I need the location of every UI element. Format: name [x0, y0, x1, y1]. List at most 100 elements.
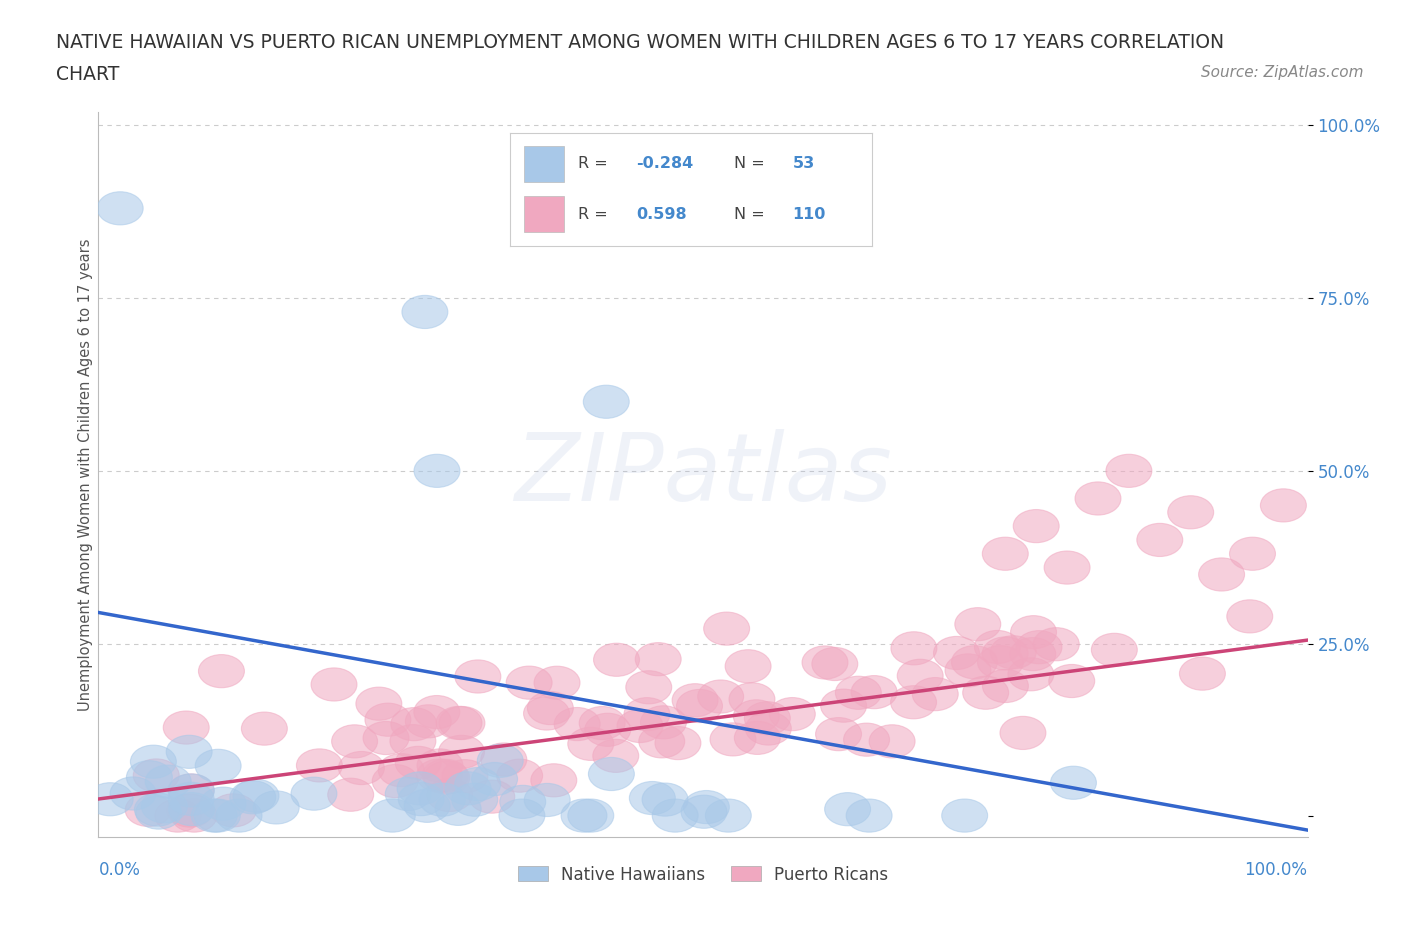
Ellipse shape — [195, 750, 240, 782]
Ellipse shape — [655, 726, 702, 760]
Ellipse shape — [672, 684, 718, 717]
Ellipse shape — [385, 777, 432, 811]
Ellipse shape — [145, 765, 191, 798]
Ellipse shape — [593, 644, 640, 676]
Ellipse shape — [200, 787, 246, 820]
Ellipse shape — [744, 701, 790, 735]
Ellipse shape — [1199, 558, 1244, 591]
Ellipse shape — [499, 785, 546, 818]
Ellipse shape — [1091, 633, 1137, 667]
Ellipse shape — [419, 783, 465, 817]
Ellipse shape — [446, 772, 491, 805]
Legend: Native Hawaiians, Puerto Ricans: Native Hawaiians, Puerto Ricans — [512, 859, 894, 890]
Text: ZIPatlas: ZIPatlas — [515, 429, 891, 520]
Ellipse shape — [638, 724, 685, 758]
Ellipse shape — [990, 636, 1036, 669]
Text: 100.0%: 100.0% — [1244, 861, 1308, 879]
Text: Source: ZipAtlas.com: Source: ZipAtlas.com — [1201, 65, 1364, 80]
Ellipse shape — [1260, 489, 1306, 522]
Ellipse shape — [110, 777, 156, 810]
Ellipse shape — [136, 796, 181, 830]
Ellipse shape — [426, 778, 472, 812]
Ellipse shape — [593, 739, 638, 773]
Ellipse shape — [211, 794, 256, 827]
Ellipse shape — [404, 790, 450, 822]
Ellipse shape — [681, 795, 727, 829]
Ellipse shape — [1014, 510, 1059, 543]
Ellipse shape — [416, 759, 463, 792]
Ellipse shape — [643, 783, 688, 817]
Ellipse shape — [983, 538, 1028, 570]
Ellipse shape — [588, 757, 634, 790]
Ellipse shape — [1050, 766, 1097, 800]
Y-axis label: Unemployment Among Women with Children Ages 6 to 17 years: Unemployment Among Women with Children A… — [77, 238, 93, 711]
Ellipse shape — [436, 792, 481, 826]
Ellipse shape — [194, 799, 240, 832]
Ellipse shape — [155, 799, 201, 832]
Ellipse shape — [561, 799, 607, 832]
Ellipse shape — [1107, 454, 1152, 487]
Ellipse shape — [253, 790, 299, 824]
Ellipse shape — [821, 689, 866, 723]
Ellipse shape — [554, 708, 600, 740]
Ellipse shape — [163, 711, 209, 744]
Ellipse shape — [134, 759, 179, 792]
Ellipse shape — [389, 724, 436, 758]
Ellipse shape — [468, 780, 515, 813]
Ellipse shape — [697, 680, 744, 713]
Text: NATIVE HAWAIIAN VS PUERTO RICAN UNEMPLOYMENT AMONG WOMEN WITH CHILDREN AGES 6 TO: NATIVE HAWAIIAN VS PUERTO RICAN UNEMPLOY… — [56, 33, 1225, 51]
Ellipse shape — [423, 761, 470, 794]
Ellipse shape — [641, 706, 686, 739]
Ellipse shape — [769, 698, 815, 731]
Ellipse shape — [356, 687, 402, 720]
Text: 0.0%: 0.0% — [98, 861, 141, 879]
Ellipse shape — [801, 646, 848, 679]
Ellipse shape — [233, 779, 278, 812]
Ellipse shape — [198, 655, 245, 687]
Ellipse shape — [125, 793, 172, 827]
Ellipse shape — [422, 759, 468, 792]
Ellipse shape — [706, 799, 751, 832]
Ellipse shape — [131, 745, 176, 778]
Ellipse shape — [897, 659, 943, 693]
Ellipse shape — [1180, 658, 1226, 690]
Ellipse shape — [579, 707, 626, 739]
Ellipse shape — [811, 647, 858, 681]
Ellipse shape — [398, 782, 444, 816]
Ellipse shape — [734, 722, 780, 754]
Ellipse shape — [624, 698, 671, 731]
Ellipse shape — [363, 722, 409, 754]
Ellipse shape — [1049, 664, 1095, 698]
Ellipse shape — [977, 645, 1024, 679]
Ellipse shape — [439, 736, 485, 768]
Ellipse shape — [652, 799, 699, 832]
Ellipse shape — [890, 685, 936, 719]
Ellipse shape — [441, 760, 488, 792]
Ellipse shape — [534, 666, 581, 699]
Ellipse shape — [481, 743, 527, 776]
Ellipse shape — [413, 454, 460, 487]
Ellipse shape — [439, 707, 485, 739]
Ellipse shape — [952, 645, 997, 679]
Ellipse shape — [229, 781, 276, 814]
Ellipse shape — [311, 668, 357, 701]
Ellipse shape — [370, 799, 415, 832]
Ellipse shape — [456, 660, 501, 693]
Ellipse shape — [963, 676, 1008, 710]
Ellipse shape — [636, 643, 681, 676]
Ellipse shape — [97, 192, 143, 225]
Ellipse shape — [135, 793, 180, 826]
Ellipse shape — [451, 783, 498, 817]
Ellipse shape — [167, 794, 212, 827]
Ellipse shape — [983, 637, 1028, 671]
Ellipse shape — [366, 703, 411, 737]
Ellipse shape — [169, 774, 214, 807]
Ellipse shape — [395, 746, 441, 779]
Ellipse shape — [683, 790, 730, 824]
Ellipse shape — [1045, 551, 1090, 584]
Ellipse shape — [891, 631, 936, 665]
Ellipse shape — [142, 790, 187, 823]
Ellipse shape — [477, 744, 523, 777]
Ellipse shape — [127, 761, 173, 794]
Ellipse shape — [1010, 638, 1056, 671]
